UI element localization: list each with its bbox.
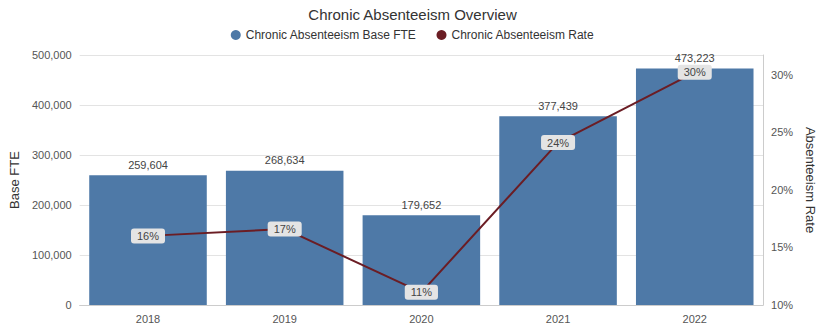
svg-text:20%: 20% bbox=[771, 184, 793, 196]
svg-text:17%: 17% bbox=[274, 223, 296, 235]
svg-text:30%: 30% bbox=[684, 66, 706, 78]
svg-text:Base FTE: Base FTE bbox=[7, 151, 22, 209]
svg-text:2020: 2020 bbox=[409, 313, 433, 325]
svg-text:2022: 2022 bbox=[682, 313, 706, 325]
svg-text:500,000: 500,000 bbox=[32, 49, 72, 61]
svg-text:Chronic Absenteeism Base FTE: Chronic Absenteeism Base FTE bbox=[246, 28, 416, 42]
svg-text:30%: 30% bbox=[771, 69, 793, 81]
svg-text:Chronic Absenteeism Rate: Chronic Absenteeism Rate bbox=[452, 28, 594, 42]
svg-text:0: 0 bbox=[66, 299, 72, 311]
svg-text:2019: 2019 bbox=[272, 313, 296, 325]
svg-text:Chronic Absenteeism Overview: Chronic Absenteeism Overview bbox=[308, 6, 517, 23]
svg-text:16%: 16% bbox=[137, 230, 159, 242]
svg-text:25%: 25% bbox=[771, 126, 793, 138]
svg-text:200,000: 200,000 bbox=[32, 199, 72, 211]
svg-text:10%: 10% bbox=[771, 299, 793, 311]
svg-text:24%: 24% bbox=[547, 137, 569, 149]
svg-text:2018: 2018 bbox=[136, 313, 160, 325]
svg-text:11%: 11% bbox=[411, 286, 432, 298]
svg-text:259,604: 259,604 bbox=[128, 159, 168, 171]
svg-text:Absenteeism Rate: Absenteeism Rate bbox=[803, 127, 818, 233]
svg-text:300,000: 300,000 bbox=[32, 149, 72, 161]
svg-text:100,000: 100,000 bbox=[32, 249, 72, 261]
svg-text:400,000: 400,000 bbox=[32, 99, 72, 111]
svg-text:2021: 2021 bbox=[546, 313, 570, 325]
svg-text:15%: 15% bbox=[771, 241, 793, 253]
svg-text:268,634: 268,634 bbox=[265, 154, 305, 166]
svg-text:179,652: 179,652 bbox=[401, 199, 441, 211]
svg-text:377,439: 377,439 bbox=[538, 100, 578, 112]
svg-text:473,223: 473,223 bbox=[675, 52, 715, 64]
